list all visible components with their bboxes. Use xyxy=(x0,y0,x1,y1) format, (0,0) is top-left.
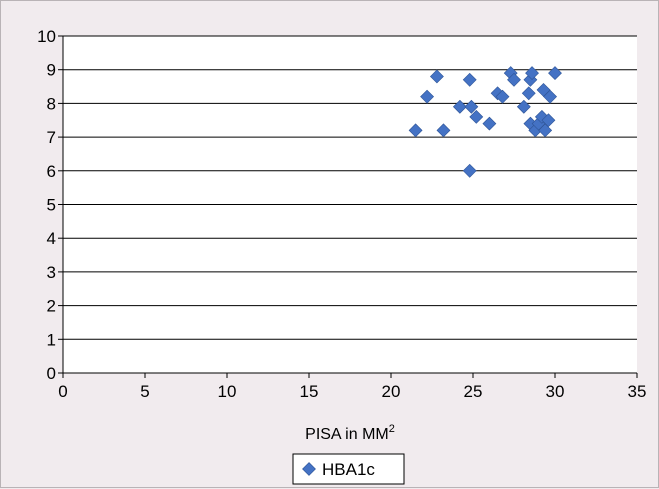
x-tick-label: 30 xyxy=(546,382,565,401)
grid-lines xyxy=(63,35,637,340)
data-point xyxy=(507,72,521,87)
data-point xyxy=(516,99,531,114)
x-tick-label: 35 xyxy=(628,382,647,401)
x-tick-label: 15 xyxy=(300,382,319,401)
x-tick-label: 0 xyxy=(58,382,67,401)
data-point xyxy=(436,123,451,138)
y-tick-label: 10 xyxy=(37,27,56,46)
data-points xyxy=(408,66,562,178)
data-point xyxy=(462,72,477,87)
data-point xyxy=(408,123,423,138)
y-tick-label: 2 xyxy=(47,297,56,316)
x-tick-label: 20 xyxy=(382,382,401,401)
y-tick-label: 3 xyxy=(47,263,56,282)
data-point xyxy=(429,69,444,84)
y-tick-label: 5 xyxy=(47,196,56,215)
data-point xyxy=(469,109,484,124)
data-point xyxy=(543,89,558,104)
x-tick-label: 10 xyxy=(218,382,237,401)
x-axis-label: PISA in MM2 xyxy=(305,423,395,443)
data-point xyxy=(525,66,539,80)
data-point xyxy=(462,163,477,178)
data-point xyxy=(521,86,536,101)
y-tick-label: 1 xyxy=(47,330,56,349)
axes xyxy=(58,35,638,378)
data-point xyxy=(452,99,467,114)
x-tick-label: 25 xyxy=(464,382,483,401)
y-tick-label: 8 xyxy=(47,94,56,113)
y-tick-label: 9 xyxy=(47,61,56,80)
legend: HBA1c xyxy=(292,453,405,485)
x-tick-labels: 0 5 10 15 20 25 30 35 xyxy=(58,382,646,401)
x-tick-label: 5 xyxy=(140,382,149,401)
data-point xyxy=(420,89,435,104)
x-axis-label-superscript: 2 xyxy=(389,423,395,435)
data-point xyxy=(495,89,510,104)
legend-label: HBA1c xyxy=(322,460,375,479)
data-point xyxy=(464,99,479,114)
y-tick-label: 7 xyxy=(47,128,56,147)
data-point xyxy=(548,66,562,80)
y-tick-label: 0 xyxy=(47,364,56,383)
y-tick-label: 4 xyxy=(47,229,56,248)
y-tick-labels: 0 1 2 3 4 5 6 7 8 9 10 xyxy=(37,27,56,383)
legend-marker-diamond-icon xyxy=(302,462,316,476)
data-point xyxy=(541,113,556,128)
data-point xyxy=(482,116,497,131)
y-tick-label: 6 xyxy=(47,162,56,181)
